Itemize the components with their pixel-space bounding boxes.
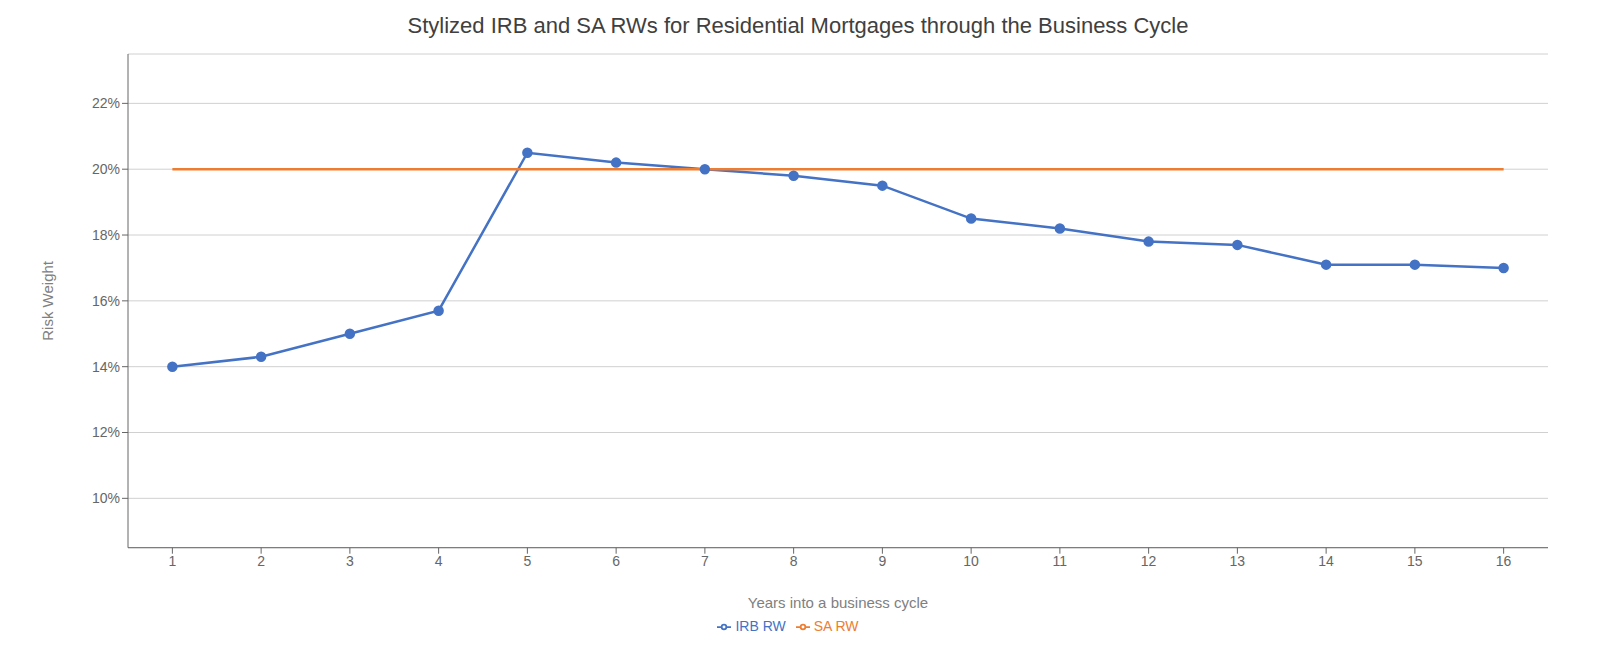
svg-text:12%: 12% [92, 424, 120, 440]
svg-text:12: 12 [1141, 553, 1157, 569]
svg-text:10%: 10% [92, 490, 120, 506]
svg-text:14: 14 [1318, 553, 1334, 569]
svg-text:22%: 22% [92, 95, 120, 111]
svg-text:2: 2 [257, 553, 265, 569]
svg-text:1: 1 [168, 553, 176, 569]
svg-text:Risk Weight: Risk Weight [39, 260, 56, 341]
svg-text:7: 7 [701, 553, 709, 569]
svg-text:14%: 14% [92, 359, 120, 375]
svg-text:16: 16 [1496, 553, 1512, 569]
svg-text:20%: 20% [92, 161, 120, 177]
svg-text:10: 10 [963, 553, 979, 569]
svg-text:6: 6 [612, 553, 620, 569]
html-text:IRB RW: IRB RW [735, 617, 786, 634]
svg-text:4: 4 [435, 553, 443, 569]
svg-text:15: 15 [1407, 553, 1423, 569]
svg-text:5: 5 [523, 553, 531, 569]
svg-text:18%: 18% [92, 227, 120, 243]
svg-text:Years into a business cycle: Years into a business cycle [748, 594, 928, 611]
svg-text:11: 11 [1053, 553, 1068, 569]
svg-text:3: 3 [346, 553, 354, 569]
svg-text:9: 9 [878, 553, 886, 569]
svg-text:16%: 16% [92, 293, 120, 309]
svg-text:8: 8 [790, 553, 798, 569]
html-text:SA RW: SA RW [813, 617, 859, 634]
html-text:Stylized IRB and SA RWs for Re: Stylized IRB and SA RWs for Residential … [407, 13, 1189, 38]
svg-text:13: 13 [1230, 553, 1246, 569]
